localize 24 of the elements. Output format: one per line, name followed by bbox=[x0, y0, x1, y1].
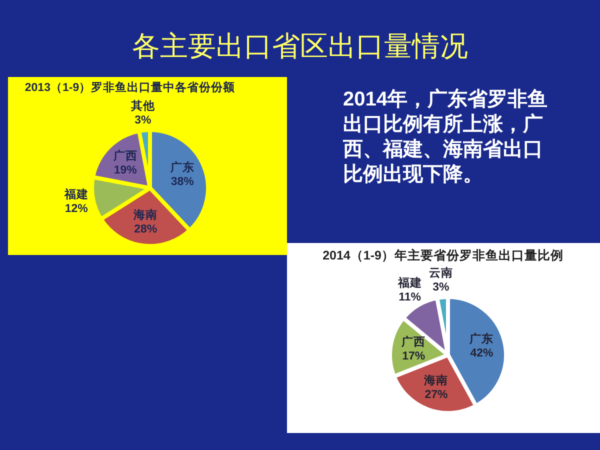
data-label: 17% bbox=[402, 350, 426, 363]
data-label: 11% bbox=[398, 291, 422, 304]
text: 各主要出口省区出口量情况 bbox=[132, 30, 468, 62]
data-label: 42% bbox=[470, 347, 494, 360]
data-label: 38% bbox=[170, 176, 194, 188]
slice-label: 海南 bbox=[423, 372, 448, 387]
data-label: 12% bbox=[64, 203, 88, 216]
slice-label: 福建 bbox=[63, 187, 88, 202]
data-label: 28% bbox=[134, 224, 158, 236]
slice-label: 海南 bbox=[132, 208, 158, 222]
slice-label: 广东 bbox=[468, 331, 494, 346]
data-label: 3% bbox=[134, 114, 152, 126]
slice-label: 云南 bbox=[428, 265, 453, 280]
data-label: 19% bbox=[114, 164, 137, 176]
slice-label: 广西 bbox=[400, 334, 426, 349]
slice-label: 广西 bbox=[112, 148, 138, 162]
slice-label: 广东 bbox=[169, 160, 194, 174]
chart-title: 2014（1-9）年主要省份罗非鱼出口量比例 bbox=[322, 247, 564, 262]
data-label: 27% bbox=[424, 388, 448, 401]
slice-label: 福建 bbox=[396, 275, 422, 290]
data-label: 3% bbox=[432, 281, 450, 294]
slice-label: 其他 bbox=[130, 98, 156, 112]
text: 2014年，广东省罗非鱼出口比例有所上涨，广西、福建、海南省出口比例出现下降。 bbox=[342, 87, 548, 186]
chart-title: 2013（1-9）罗非鱼出口量中各省份份额 bbox=[24, 80, 236, 94]
